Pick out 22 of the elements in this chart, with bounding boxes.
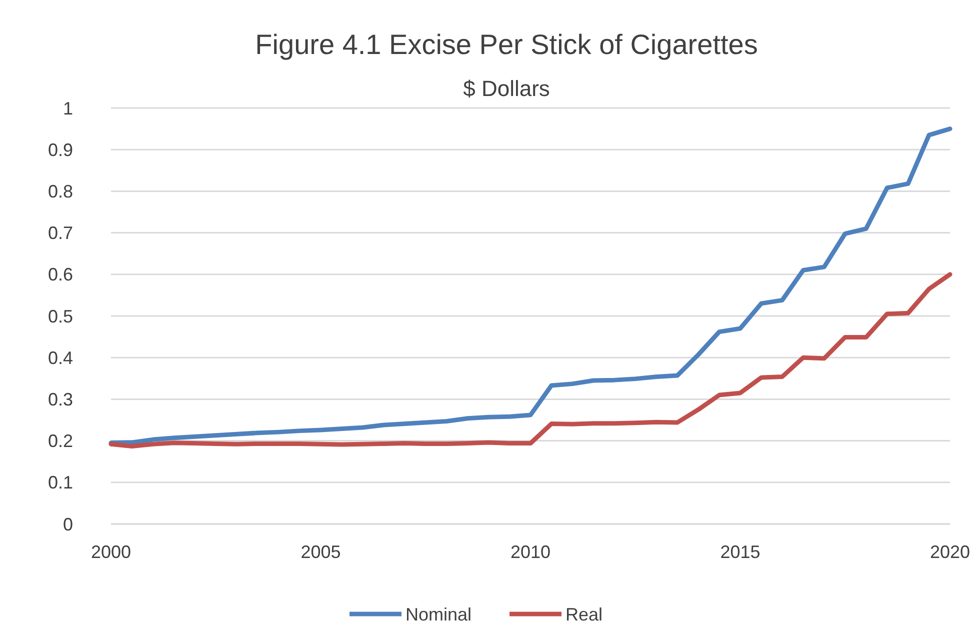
x-tick-label: 2020 (930, 542, 970, 562)
chart-subtitle: $ Dollars (463, 76, 550, 101)
y-tick-label: 0.6 (48, 264, 73, 285)
y-tick-label: 0 (62, 514, 73, 534)
x-tick-label: 2010 (510, 542, 551, 562)
legend-label: Nominal (406, 604, 472, 624)
y-tick-label: 0.9 (48, 140, 73, 160)
y-tick-label: 0.8 (48, 182, 73, 202)
legend-label: Real (566, 604, 603, 624)
y-tick-label: 0.4 (48, 348, 73, 368)
y-tick-label: 0.1 (48, 472, 73, 493)
x-tick-label: 2015 (720, 542, 760, 562)
chart-title: Figure 4.1 Excise Per Stick of Cigarettes (255, 29, 758, 60)
y-tick-label: 0.3 (48, 390, 73, 410)
y-tick-label: 0.2 (48, 431, 73, 452)
x-tick-label: 2005 (300, 542, 341, 562)
line-series (108, 272, 952, 448)
y-tick-label: 0.7 (48, 223, 73, 244)
line-series (108, 126, 952, 446)
y-tick-label: 1 (62, 98, 73, 118)
x-tick-label: 2000 (90, 542, 132, 562)
y-tick-label: 0.5 (48, 306, 73, 326)
